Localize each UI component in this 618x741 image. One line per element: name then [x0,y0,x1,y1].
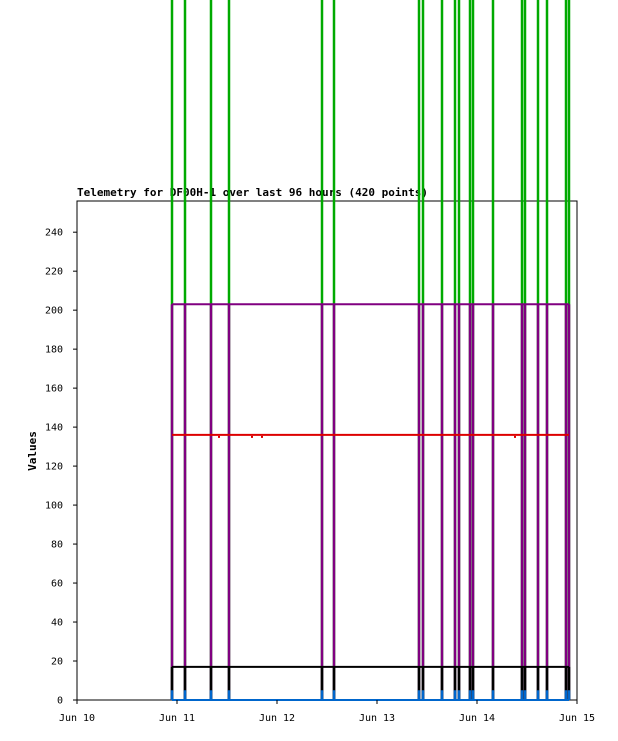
x-tick-label-4: Jun 14 [459,713,495,724]
y-tick-label-11: 220 [45,267,63,278]
axis-layer: 0 20 40 60 80 100 120 140 160 180 200 220 240 Jun 10 J… [45,228,595,724]
x-tick-label-5: Jun 15 [559,713,595,724]
y-tick-label-8: 160 [45,384,63,395]
y-tick-label-2: 40 [51,618,63,629]
y-tick-label-9: 180 [45,345,63,356]
y-tick-label-10: 200 [45,306,63,317]
x-tick-label-2: Jun 12 [259,713,295,724]
series-red-marker-0 [218,435,220,438]
series-layer [170,0,571,701]
series-red-marker-2 [261,435,263,438]
x-tick-label-0: Jun 10 [59,713,95,724]
y-tick-label-3: 60 [51,579,63,590]
y-tick-label-6: 120 [45,462,63,473]
y-tick-label-0: 0 [57,696,63,707]
y-tick-label-4: 80 [51,540,63,551]
chart-title: Telemetry for DF00H-1 over last 96 hours… [77,186,428,199]
plot-frame [76,200,578,701]
y-axis-label: Values [26,431,39,471]
y-tick-label-5: 100 [45,501,63,512]
series-red-marker-1 [251,435,253,438]
series-red-marker-3 [514,435,516,438]
y-tick-label-12: 240 [45,228,63,239]
y-tick-label-1: 20 [51,657,63,668]
x-tick-label-1: Jun 11 [159,713,195,724]
y-tick-label-7: 140 [45,423,63,434]
x-tick-label-3: Jun 13 [359,713,395,724]
